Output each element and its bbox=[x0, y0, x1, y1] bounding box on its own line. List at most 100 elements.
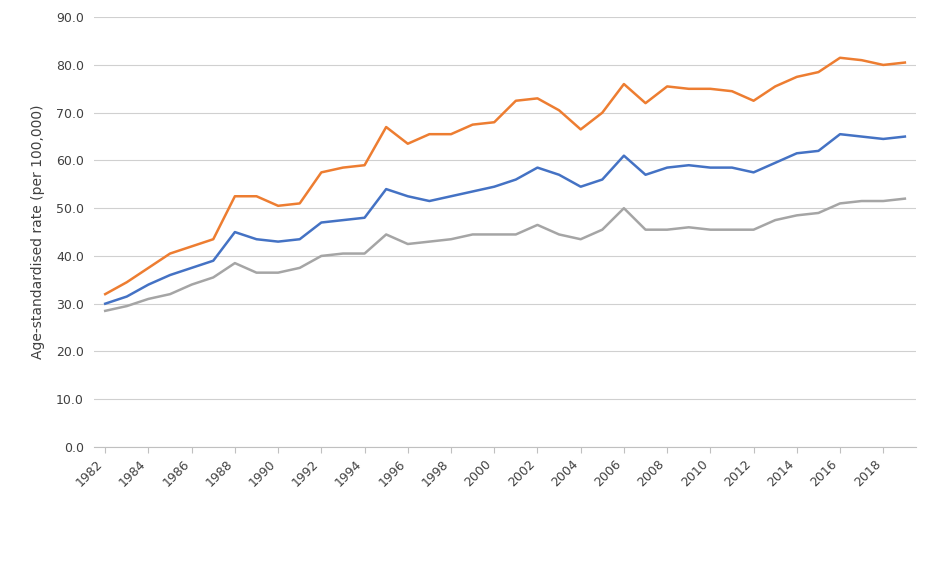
Persons bbox=[315, 219, 327, 226]
Y-axis label: Age-standardised rate (per 100,000): Age-standardised rate (per 100,000) bbox=[31, 105, 45, 359]
Females bbox=[337, 250, 348, 257]
Males bbox=[99, 291, 110, 297]
Males bbox=[726, 88, 737, 95]
Males bbox=[510, 97, 521, 104]
Persons bbox=[683, 162, 695, 168]
Males bbox=[856, 57, 868, 64]
Males bbox=[208, 236, 219, 243]
Males bbox=[164, 250, 176, 257]
Females bbox=[618, 205, 630, 211]
Persons bbox=[121, 293, 132, 300]
Persons bbox=[295, 236, 306, 243]
Males bbox=[315, 169, 327, 176]
Persons bbox=[640, 171, 651, 178]
Females bbox=[683, 224, 695, 231]
Females bbox=[273, 269, 284, 276]
Females bbox=[575, 236, 586, 243]
Males bbox=[359, 162, 370, 168]
Males bbox=[295, 200, 306, 207]
Persons bbox=[359, 214, 370, 221]
Males bbox=[424, 131, 435, 138]
Males bbox=[791, 73, 802, 80]
Females bbox=[769, 217, 781, 223]
Males bbox=[337, 164, 348, 171]
Males bbox=[769, 83, 781, 90]
Females bbox=[467, 231, 479, 238]
Persons bbox=[726, 164, 737, 171]
Females bbox=[791, 212, 802, 219]
Males bbox=[446, 131, 457, 138]
Males bbox=[186, 243, 197, 250]
Persons bbox=[834, 131, 846, 138]
Females bbox=[900, 195, 911, 202]
Persons bbox=[878, 136, 889, 143]
Females bbox=[186, 281, 197, 288]
Females bbox=[424, 238, 435, 245]
Females bbox=[380, 231, 392, 238]
Males bbox=[380, 124, 392, 131]
Persons bbox=[510, 176, 521, 183]
Females bbox=[295, 265, 306, 272]
Males bbox=[143, 265, 154, 272]
Persons bbox=[424, 198, 435, 205]
Males bbox=[575, 126, 586, 133]
Line: Males: Males bbox=[105, 58, 905, 294]
Females bbox=[402, 241, 413, 248]
Males bbox=[597, 109, 608, 116]
Persons bbox=[531, 164, 543, 171]
Persons bbox=[273, 238, 284, 245]
Females bbox=[878, 198, 889, 205]
Females bbox=[813, 210, 824, 217]
Persons bbox=[769, 159, 781, 166]
Persons bbox=[791, 150, 802, 157]
Persons bbox=[662, 164, 673, 171]
Females bbox=[597, 226, 608, 233]
Females bbox=[834, 200, 846, 207]
Persons bbox=[748, 169, 759, 176]
Females bbox=[164, 291, 176, 297]
Line: Persons: Persons bbox=[105, 134, 905, 304]
Females bbox=[446, 236, 457, 243]
Females bbox=[489, 231, 500, 238]
Females bbox=[99, 307, 110, 314]
Males bbox=[813, 69, 824, 76]
Females bbox=[208, 274, 219, 281]
Males bbox=[640, 100, 651, 107]
Males bbox=[273, 202, 284, 209]
Persons bbox=[705, 164, 716, 171]
Persons bbox=[251, 236, 262, 243]
Persons bbox=[467, 188, 479, 195]
Females bbox=[510, 231, 521, 238]
Persons bbox=[380, 186, 392, 193]
Persons bbox=[164, 272, 176, 278]
Line: Females: Females bbox=[105, 199, 905, 311]
Persons bbox=[99, 300, 110, 307]
Persons bbox=[553, 171, 565, 178]
Males bbox=[489, 119, 500, 125]
Males bbox=[402, 140, 413, 147]
Males bbox=[878, 61, 889, 68]
Persons bbox=[229, 229, 241, 236]
Males bbox=[553, 107, 565, 113]
Males bbox=[834, 54, 846, 61]
Persons bbox=[597, 176, 608, 183]
Females bbox=[251, 269, 262, 276]
Females bbox=[553, 231, 565, 238]
Females bbox=[315, 253, 327, 260]
Males bbox=[467, 121, 479, 128]
Males bbox=[229, 193, 241, 200]
Females bbox=[705, 226, 716, 233]
Males bbox=[618, 81, 630, 88]
Males bbox=[748, 97, 759, 104]
Females bbox=[748, 226, 759, 233]
Females bbox=[856, 198, 868, 205]
Females bbox=[359, 250, 370, 257]
Males bbox=[662, 83, 673, 90]
Males bbox=[683, 85, 695, 92]
Persons bbox=[856, 133, 868, 140]
Persons bbox=[813, 147, 824, 154]
Males bbox=[900, 59, 911, 66]
Females bbox=[662, 226, 673, 233]
Females bbox=[640, 226, 651, 233]
Males bbox=[121, 279, 132, 286]
